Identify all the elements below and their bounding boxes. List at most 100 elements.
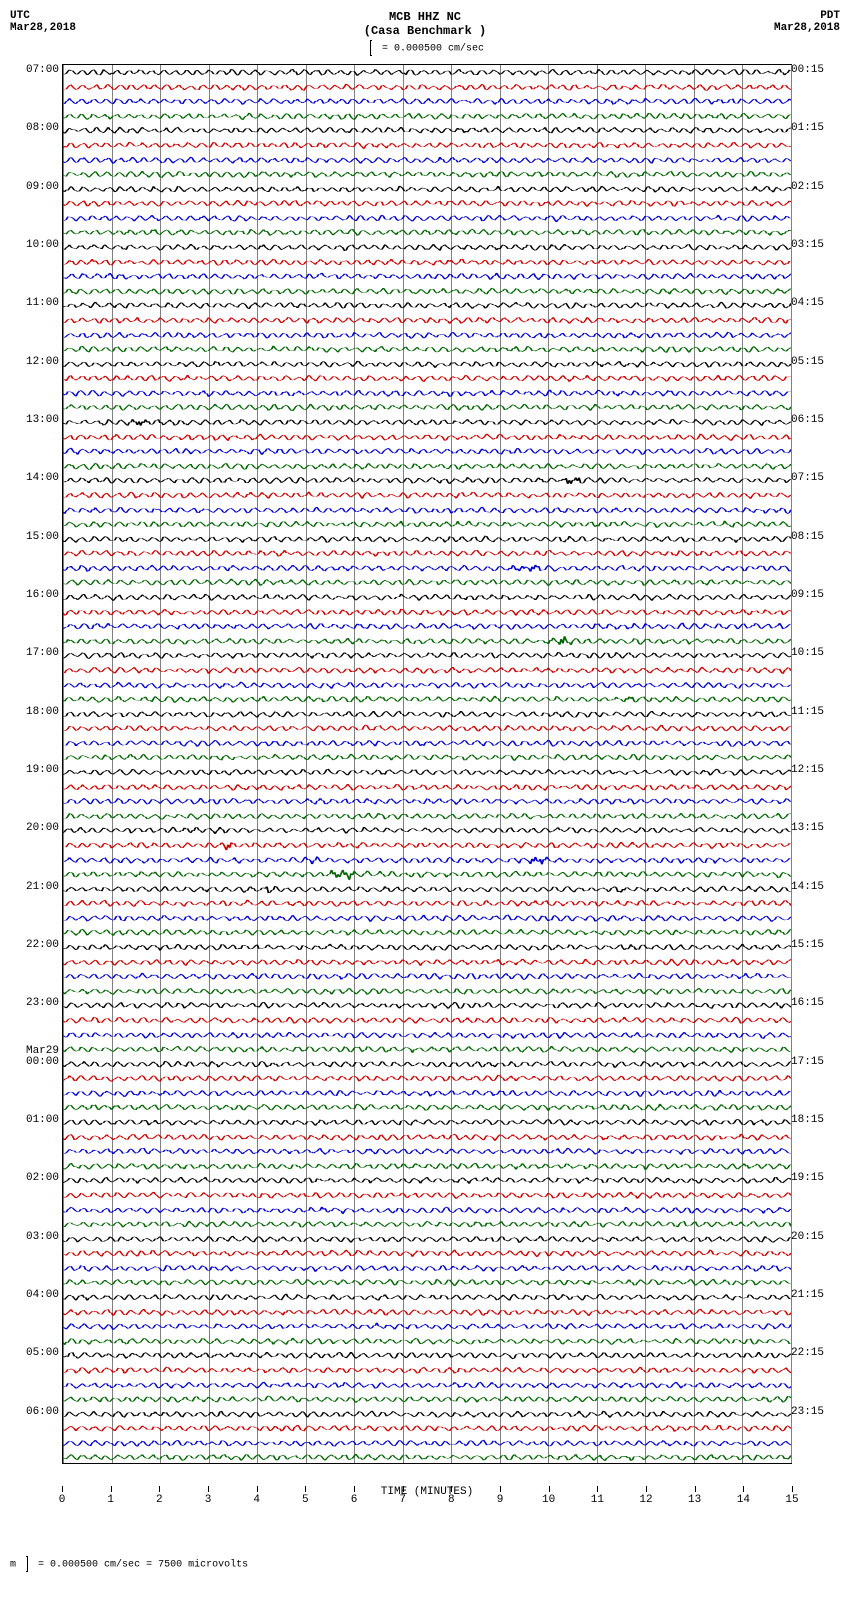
x-tick <box>403 1486 404 1492</box>
scale-bar-icon <box>370 40 372 56</box>
trace-row <box>63 546 791 561</box>
x-tick-label: 12 <box>639 1494 652 1506</box>
trace-row <box>63 1275 791 1290</box>
trace-row <box>63 925 791 940</box>
trace-row <box>63 430 791 445</box>
right-time-label: 19:15 <box>791 1172 824 1184</box>
trace-row <box>63 386 791 401</box>
right-time-label: 04:15 <box>791 297 824 309</box>
right-time-label: 05:15 <box>791 356 824 368</box>
x-tick <box>743 1486 744 1492</box>
left-time-label: 13:00 <box>26 414 59 426</box>
trace-row <box>63 1421 791 1436</box>
trace-row <box>63 896 791 911</box>
left-time-label: 10:00 <box>26 239 59 251</box>
trace-row <box>63 196 791 211</box>
x-tick <box>305 1486 306 1492</box>
trace-row <box>63 1042 791 1057</box>
footer: m = 0.000500 cm/sec = 7500 microvolts <box>10 1556 840 1572</box>
trace-row <box>63 838 791 853</box>
right-time-label: 08:15 <box>791 531 824 543</box>
header: UTC Mar28,2018 MCB HHZ NC (Casa Benchmar… <box>10 10 840 56</box>
seismogram-plot: 07:0008:0009:0010:0011:0012:0013:0014:00… <box>62 64 792 1464</box>
x-tick-label: 10 <box>542 1494 555 1506</box>
left-time-label: 12:00 <box>26 356 59 368</box>
left-time-label: 02:00 <box>26 1172 59 1184</box>
trace-row <box>63 488 791 503</box>
trace-row <box>63 663 791 678</box>
trace-row <box>63 255 791 270</box>
trace-row <box>63 1013 791 1028</box>
trace-row <box>63 1261 791 1276</box>
right-time-axis: 00:1501:1502:1503:1504:1505:1506:1507:15… <box>791 65 839 1463</box>
trace-row <box>63 940 791 955</box>
x-tick-label: 13 <box>688 1494 701 1506</box>
right-time-label: 02:15 <box>791 181 824 193</box>
left-time-label: 00:00 <box>26 1056 59 1068</box>
x-tick <box>208 1486 209 1492</box>
trace-row <box>63 1173 791 1188</box>
trace-row <box>63 1188 791 1203</box>
x-tick <box>257 1486 258 1492</box>
left-time-label: 04:00 <box>26 1289 59 1301</box>
x-tick-label: 14 <box>737 1494 750 1506</box>
trace-row <box>63 1363 791 1378</box>
trace-row <box>63 182 791 197</box>
trace-row <box>63 400 791 415</box>
right-time-label: 06:15 <box>791 414 824 426</box>
trace-row <box>63 1203 791 1218</box>
trace-row <box>63 415 791 430</box>
trace-row <box>63 1246 791 1261</box>
trace-row <box>63 1450 791 1465</box>
trace-row <box>63 65 791 80</box>
left-time-label: 20:00 <box>26 822 59 834</box>
tz-right-label: PDT <box>750 10 840 22</box>
scale-bar-icon <box>26 1556 28 1572</box>
trace-row <box>63 823 791 838</box>
trace-row <box>63 94 791 109</box>
trace-row <box>63 882 791 897</box>
left-time-label: 09:00 <box>26 181 59 193</box>
footer-text: = 0.000500 cm/sec = 7500 microvolts <box>38 1560 248 1571</box>
right-time-label: 15:15 <box>791 939 824 951</box>
trace-row <box>63 605 791 620</box>
right-time-label: 07:15 <box>791 472 824 484</box>
x-tick-label: 8 <box>448 1494 455 1506</box>
right-time-label: 21:15 <box>791 1289 824 1301</box>
location-label: (Casa Benchmark ) <box>100 24 750 38</box>
trace-row <box>63 575 791 590</box>
left-time-label: 05:00 <box>26 1347 59 1359</box>
right-time-label: 23:15 <box>791 1406 824 1418</box>
trace-row <box>63 1130 791 1145</box>
trace-row <box>63 1100 791 1115</box>
scale-label: = 0.000500 cm/sec <box>100 40 750 56</box>
trace-row <box>63 1115 791 1130</box>
x-tick <box>354 1486 355 1492</box>
trace-row <box>63 1071 791 1086</box>
trace-row <box>63 167 791 182</box>
trace-row <box>63 707 791 722</box>
trace-row <box>63 911 791 926</box>
trace-row <box>63 284 791 299</box>
trace-row <box>63 1057 791 1072</box>
trace-row <box>63 736 791 751</box>
trace-row <box>63 80 791 95</box>
left-time-label: 16:00 <box>26 589 59 601</box>
x-tick-label: 2 <box>156 1494 163 1506</box>
trace-row <box>63 357 791 372</box>
left-time-axis: 07:0008:0009:0010:0011:0012:0013:0014:00… <box>11 65 59 1463</box>
trace-row <box>63 269 791 284</box>
trace-row <box>63 750 791 765</box>
x-tick <box>792 1486 793 1492</box>
left-time-label: 18:00 <box>26 706 59 718</box>
x-tick <box>159 1486 160 1492</box>
right-time-label: 10:15 <box>791 647 824 659</box>
left-time-label: 07:00 <box>26 64 59 76</box>
x-tick-label: 9 <box>497 1494 504 1506</box>
footer-prefix: m <box>10 1560 16 1571</box>
header-left: UTC Mar28,2018 <box>10 10 100 34</box>
trace-row <box>63 634 791 649</box>
x-tick <box>597 1486 598 1492</box>
trace-row <box>63 1290 791 1305</box>
trace-row <box>63 561 791 576</box>
